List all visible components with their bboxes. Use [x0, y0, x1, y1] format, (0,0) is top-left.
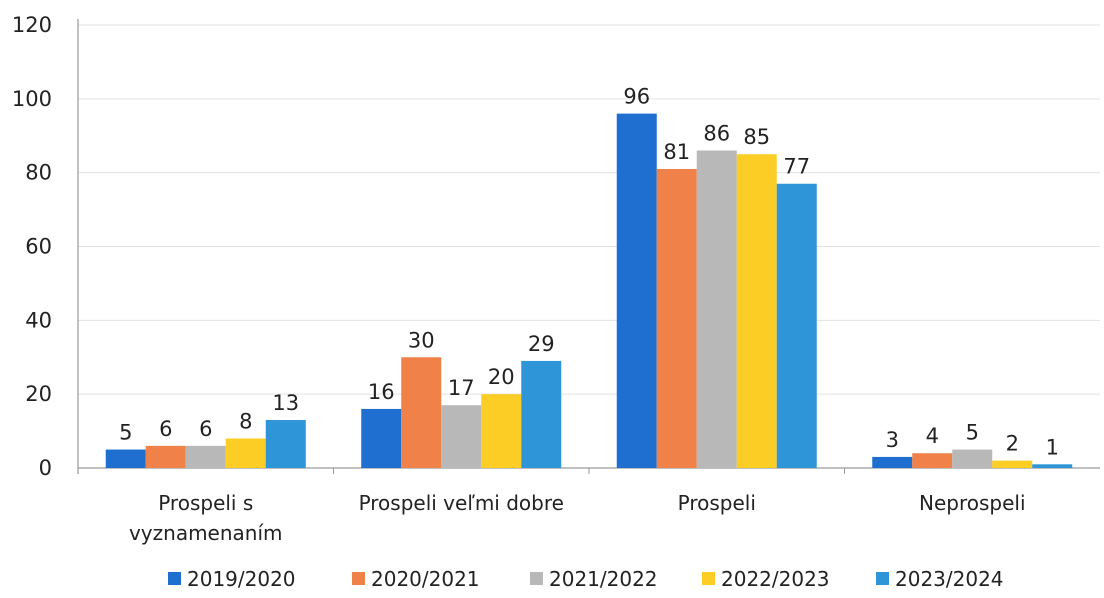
- bar: [656, 168, 697, 468]
- category-label: Prospeli veľmi dobre: [359, 491, 564, 515]
- y-tick-label: 120: [12, 13, 52, 37]
- legend: 2019/2020 2020/2021 2021/2022 2022/2023 2023…: [168, 567, 1004, 591]
- y-tick-label: 100: [12, 87, 52, 111]
- legend-label: 2020/2021: [371, 567, 480, 591]
- bar: [736, 154, 777, 469]
- data-label: 29: [528, 332, 555, 356]
- bars: [105, 113, 1073, 469]
- bar: [776, 183, 817, 468]
- legend-swatch: [168, 572, 181, 585]
- legend-swatch: [876, 572, 889, 585]
- bar: [872, 456, 913, 468]
- legend-label: 2022/2023: [721, 567, 830, 591]
- gridlines: [78, 24, 1100, 395]
- bar: [616, 113, 657, 468]
- data-labels: 5 6 6 8 13 16 30 17 20 29 96 81 86 85 77 3 4 5 2 1: [119, 85, 1059, 460]
- bar: [992, 460, 1033, 468]
- data-label: 6: [159, 417, 172, 441]
- data-label: 86: [703, 122, 730, 146]
- data-label: 8: [239, 409, 252, 433]
- bar: [105, 449, 146, 468]
- data-label: 5: [966, 421, 979, 445]
- bar: [401, 357, 442, 468]
- category-label: Prospeli: [678, 491, 756, 515]
- bar: [361, 408, 402, 468]
- bar: [912, 453, 953, 468]
- data-label: 4: [926, 424, 939, 448]
- legend-label: 2023/2024: [895, 567, 1004, 591]
- legend-swatch: [530, 572, 543, 585]
- bar: [441, 405, 482, 468]
- data-label: 16: [368, 380, 395, 404]
- category-labels: Prospeli s vyznamenaním Prospeli veľmi dob…: [129, 491, 1026, 545]
- data-label: 85: [743, 125, 770, 149]
- category-label: vyznamenaním: [129, 521, 283, 545]
- y-tick-label: 80: [25, 161, 52, 185]
- bar: [1032, 464, 1073, 468]
- legend-label: 2019/2020: [187, 567, 296, 591]
- bar: [696, 150, 737, 468]
- bar: [265, 420, 306, 468]
- data-label: 5: [119, 421, 132, 445]
- data-label: 17: [448, 376, 475, 400]
- category-label: Neprospeli: [919, 491, 1026, 515]
- data-label: 96: [623, 85, 650, 109]
- y-tick-label: 60: [25, 235, 52, 259]
- data-label: 6: [199, 417, 212, 441]
- bar: [952, 449, 993, 468]
- y-tick-label: 40: [25, 308, 52, 332]
- bar: [521, 360, 562, 468]
- data-label: 30: [408, 328, 435, 352]
- bar: [225, 438, 266, 468]
- legend-swatch: [702, 572, 715, 585]
- bar: [481, 394, 522, 468]
- legend-label: 2021/2022: [549, 567, 658, 591]
- bar: [185, 445, 226, 468]
- category-label: Prospeli s: [158, 491, 253, 515]
- bar: [145, 445, 186, 468]
- data-label: 81: [663, 140, 690, 164]
- data-label: 2: [1006, 432, 1019, 456]
- data-label: 77: [783, 155, 810, 179]
- y-tick-label: 20: [25, 382, 52, 406]
- y-tick-label: 0: [39, 456, 52, 480]
- data-label: 1: [1046, 435, 1059, 459]
- legend-swatch: [352, 572, 365, 585]
- data-label: 13: [272, 391, 299, 415]
- data-label: 20: [488, 365, 515, 389]
- data-label: 3: [886, 428, 899, 452]
